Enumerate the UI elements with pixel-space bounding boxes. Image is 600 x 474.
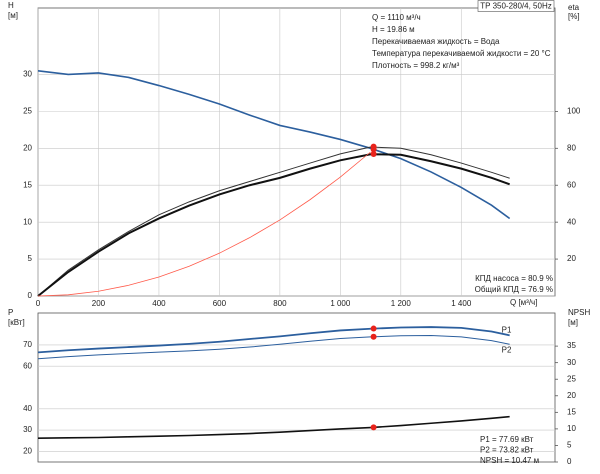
operating-point	[370, 151, 377, 158]
y2-tick-label: 20	[567, 391, 576, 400]
y2-tick-label: 80	[567, 143, 576, 152]
x-tick-label: 1 000	[330, 299, 351, 308]
series-line	[37, 69, 511, 220]
note: P1 = 77.69 кВт	[480, 435, 534, 444]
info-line: Q = 1110 м³/ч	[372, 13, 421, 22]
y-tick-label: 20	[23, 143, 32, 152]
y2-axis-label: eta	[568, 3, 580, 12]
series-line	[37, 151, 371, 297]
operating-point	[370, 424, 377, 431]
x-tick-label: 1 200	[391, 299, 412, 308]
y-tick-label: 70	[23, 340, 32, 349]
y2-axis-unit: [%]	[568, 12, 580, 21]
note: P2 = 73.82 кВт	[480, 446, 534, 455]
y2-tick-label: 60	[567, 180, 576, 189]
y2-tick-label: 20	[567, 254, 576, 263]
y2-tick-label: 15	[567, 407, 576, 416]
y-tick-label: 30	[23, 70, 32, 79]
y-tick-label: 25	[23, 106, 32, 115]
info-line: Плотность = 998.2 кг/м³	[372, 61, 460, 70]
y-axis-unit: [м]	[8, 11, 18, 20]
y-tick-label: 15	[23, 180, 32, 189]
info-line: Перекачиваемая жидкость = Вода	[372, 37, 500, 46]
y2-axis-label: NPSH	[568, 308, 590, 317]
plot-frame	[37, 312, 556, 463]
y2-tick-label: 25	[567, 374, 576, 383]
series-label: P1	[502, 325, 512, 334]
x-tick-label: 400	[152, 299, 166, 308]
operating-point	[370, 333, 377, 340]
series-label: P2	[502, 345, 512, 354]
y2-tick-label: 35	[567, 341, 576, 350]
note: NPSH = 10.47 м	[480, 456, 539, 465]
y2-axis-unit: [м]	[568, 318, 578, 327]
y-axis-label: H	[8, 1, 14, 10]
x-tick-label: 0	[36, 299, 41, 308]
series-line	[37, 335, 510, 360]
operating-point	[370, 325, 377, 332]
note: КПД насоса = 80.9 %	[475, 274, 553, 283]
x-tick-label: 600	[213, 299, 227, 308]
y-tick-label: 0	[28, 291, 33, 300]
y2-tick-label: 5	[567, 441, 572, 450]
series-line	[37, 326, 510, 354]
note: Общий КПД = 76.9 %	[475, 285, 553, 294]
series-line	[37, 146, 510, 297]
y-tick-label: 5	[28, 254, 33, 263]
x-tick-label: 1 400	[451, 299, 472, 308]
y-axis-label: P	[8, 308, 13, 317]
y2-tick-label: 0	[567, 457, 572, 466]
y2-tick-label: 40	[567, 217, 576, 226]
y-tick-label: 30	[23, 425, 32, 434]
x-tick-label: 800	[273, 299, 287, 308]
y2-tick-label: 30	[567, 358, 576, 367]
y2-tick-label: 10	[567, 424, 576, 433]
series-line	[37, 153, 510, 297]
y-tick-label: 60	[23, 361, 32, 370]
operating-point	[370, 143, 377, 150]
series-line	[37, 415, 510, 439]
y-axis-unit: [кВт]	[8, 318, 25, 327]
chart-title: TP 350-280/4, 50Hz	[480, 2, 551, 11]
title-box	[477, 0, 555, 12]
y-tick-label: 40	[23, 404, 32, 413]
x-axis-label: Q [м³/ч]	[510, 298, 537, 307]
y-tick-label: 20	[23, 446, 32, 455]
info-line: H = 19.86 м	[372, 25, 415, 34]
x-tick-label: 200	[92, 299, 106, 308]
y2-tick-label: 100	[567, 106, 581, 115]
info-line: Температура перекачиваемой жидкости = 20…	[372, 49, 551, 58]
y-tick-label: 10	[23, 217, 32, 226]
